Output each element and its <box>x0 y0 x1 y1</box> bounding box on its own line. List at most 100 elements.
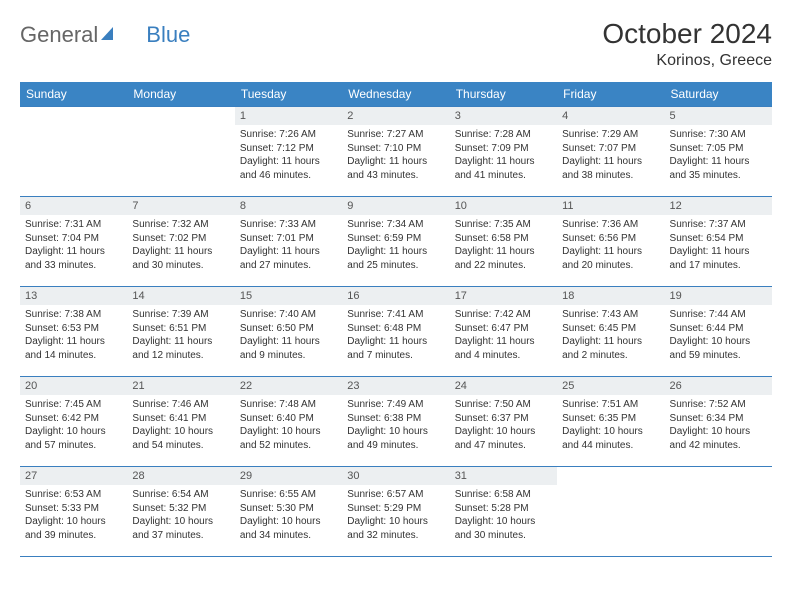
daylight-line: Daylight: 11 hours and 22 minutes. <box>455 245 552 272</box>
sunset-line: Sunset: 6:56 PM <box>562 232 659 246</box>
calendar-cell: 7Sunrise: 7:32 AMSunset: 7:02 PMDaylight… <box>127 197 234 287</box>
weekday-header: Thursday <box>450 82 557 107</box>
calendar-cell: 30Sunrise: 6:57 AMSunset: 5:29 PMDayligh… <box>342 467 449 557</box>
sunrise-line: Sunrise: 7:50 AM <box>455 398 552 412</box>
daylight-line: Daylight: 10 hours and 59 minutes. <box>670 335 767 362</box>
sunrise-line: Sunrise: 7:32 AM <box>132 218 229 232</box>
day-details: Sunrise: 7:42 AMSunset: 6:47 PMDaylight:… <box>450 305 557 367</box>
sunset-line: Sunset: 7:09 PM <box>455 142 552 156</box>
daylight-line: Daylight: 10 hours and 39 minutes. <box>25 515 122 542</box>
calendar-week: 1Sunrise: 7:26 AMSunset: 7:12 PMDaylight… <box>20 107 772 197</box>
sunrise-line: Sunrise: 7:38 AM <box>25 308 122 322</box>
day-details: Sunrise: 7:50 AMSunset: 6:37 PMDaylight:… <box>450 395 557 457</box>
day-number: 11 <box>557 197 664 215</box>
day-number: 2 <box>342 107 449 125</box>
daylight-line: Daylight: 10 hours and 34 minutes. <box>240 515 337 542</box>
calendar-week: 27Sunrise: 6:53 AMSunset: 5:33 PMDayligh… <box>20 467 772 557</box>
daylight-line: Daylight: 11 hours and 41 minutes. <box>455 155 552 182</box>
weekday-header: Saturday <box>665 82 772 107</box>
daylight-line: Daylight: 11 hours and 33 minutes. <box>25 245 122 272</box>
calendar-cell: 21Sunrise: 7:46 AMSunset: 6:41 PMDayligh… <box>127 377 234 467</box>
sunset-line: Sunset: 6:34 PM <box>670 412 767 426</box>
day-number: 10 <box>450 197 557 215</box>
sunrise-line: Sunrise: 7:46 AM <box>132 398 229 412</box>
day-number: 19 <box>665 287 772 305</box>
sunset-line: Sunset: 6:38 PM <box>347 412 444 426</box>
weekday-header: Tuesday <box>235 82 342 107</box>
day-number: 21 <box>127 377 234 395</box>
day-details: Sunrise: 7:38 AMSunset: 6:53 PMDaylight:… <box>20 305 127 367</box>
sunset-line: Sunset: 7:10 PM <box>347 142 444 156</box>
day-number: 27 <box>20 467 127 485</box>
calendar-cell <box>127 107 234 197</box>
day-number: 31 <box>450 467 557 485</box>
sunrise-line: Sunrise: 7:36 AM <box>562 218 659 232</box>
daylight-line: Daylight: 10 hours and 57 minutes. <box>25 425 122 452</box>
sunrise-line: Sunrise: 7:27 AM <box>347 128 444 142</box>
calendar-cell: 2 Sunrise: 7:27 AMSunset: 7:10 PMDaylight… <box>342 107 449 197</box>
day-number: 15 <box>235 287 342 305</box>
daylight-line: Daylight: 11 hours and 2 minutes. <box>562 335 659 362</box>
sail-icon <box>100 26 118 42</box>
day-details: Sunrise: 6:58 AMSunset: 5:28 PMDaylight:… <box>450 485 557 547</box>
daylight-line: Daylight: 11 hours and 38 minutes. <box>562 155 659 182</box>
sunrise-line: Sunrise: 7:40 AM <box>240 308 337 322</box>
month-title: October 2024 <box>602 18 772 50</box>
sunset-line: Sunset: 6:58 PM <box>455 232 552 246</box>
sunset-line: Sunset: 6:50 PM <box>240 322 337 336</box>
day-details: Sunrise: 7:49 AMSunset: 6:38 PMDaylight:… <box>342 395 449 457</box>
sunrise-line: Sunrise: 6:58 AM <box>455 488 552 502</box>
sunrise-line: Sunrise: 7:29 AM <box>562 128 659 142</box>
location: Korinos, Greece <box>602 52 772 70</box>
sunrise-line: Sunrise: 6:57 AM <box>347 488 444 502</box>
weekday-header: Monday <box>127 82 234 107</box>
brand-part2: Blue <box>146 22 190 48</box>
day-number: 22 <box>235 377 342 395</box>
sunset-line: Sunset: 5:32 PM <box>132 502 229 516</box>
calendar-header-row: SundayMondayTuesdayWednesdayThursdayFrid… <box>20 82 772 107</box>
day-number: 13 <box>20 287 127 305</box>
day-details: Sunrise: 7:45 AMSunset: 6:42 PMDaylight:… <box>20 395 127 457</box>
sunrise-line: Sunrise: 7:33 AM <box>240 218 337 232</box>
day-number: 26 <box>665 377 772 395</box>
sunset-line: Sunset: 7:07 PM <box>562 142 659 156</box>
day-details: Sunrise: 7:26 AMSunset: 7:12 PMDaylight:… <box>235 125 342 187</box>
sunset-line: Sunset: 6:59 PM <box>347 232 444 246</box>
sunset-line: Sunset: 7:12 PM <box>240 142 337 156</box>
day-details: Sunrise: 6:57 AMSunset: 5:29 PMDaylight:… <box>342 485 449 547</box>
sunset-line: Sunset: 6:41 PM <box>132 412 229 426</box>
daylight-line: Daylight: 10 hours and 44 minutes. <box>562 425 659 452</box>
day-details: Sunrise: 7:31 AMSunset: 7:04 PMDaylight:… <box>20 215 127 277</box>
sunset-line: Sunset: 6:53 PM <box>25 322 122 336</box>
calendar-cell: 27Sunrise: 6:53 AMSunset: 5:33 PMDayligh… <box>20 467 127 557</box>
calendar-cell: 1Sunrise: 7:26 AMSunset: 7:12 PMDaylight… <box>235 107 342 197</box>
day-number: 12 <box>665 197 772 215</box>
daylight-line: Daylight: 11 hours and 43 minutes. <box>347 155 444 182</box>
day-details: Sunrise: 7:40 AMSunset: 6:50 PMDaylight:… <box>235 305 342 367</box>
day-details: Sunrise: 7:44 AMSunset: 6:44 PMDaylight:… <box>665 305 772 367</box>
sunset-line: Sunset: 6:42 PM <box>25 412 122 426</box>
calendar-week: 20Sunrise: 7:45 AMSunset: 6:42 PMDayligh… <box>20 377 772 467</box>
daylight-line: Daylight: 11 hours and 46 minutes. <box>240 155 337 182</box>
day-details: Sunrise: 7:30 AMSunset: 7:05 PMDaylight:… <box>665 125 772 187</box>
daylight-line: Daylight: 10 hours and 52 minutes. <box>240 425 337 452</box>
calendar-cell: 14Sunrise: 7:39 AMSunset: 6:51 PMDayligh… <box>127 287 234 377</box>
day-details: Sunrise: 7:35 AMSunset: 6:58 PMDaylight:… <box>450 215 557 277</box>
sunset-line: Sunset: 5:33 PM <box>25 502 122 516</box>
sunrise-line: Sunrise: 6:55 AM <box>240 488 337 502</box>
day-details: Sunrise: 7:43 AMSunset: 6:45 PMDaylight:… <box>557 305 664 367</box>
calendar-cell: 25Sunrise: 7:51 AMSunset: 6:35 PMDayligh… <box>557 377 664 467</box>
sunrise-line: Sunrise: 7:34 AM <box>347 218 444 232</box>
header: General Blue October 2024 Korinos, Greec… <box>20 18 772 70</box>
day-details: Sunrise: 7:41 AMSunset: 6:48 PMDaylight:… <box>342 305 449 367</box>
calendar-cell: 11Sunrise: 7:36 AMSunset: 6:56 PMDayligh… <box>557 197 664 287</box>
sunset-line: Sunset: 6:47 PM <box>455 322 552 336</box>
day-details: Sunrise: 7:29 AMSunset: 7:07 PMDaylight:… <box>557 125 664 187</box>
calendar-cell: 10Sunrise: 7:35 AMSunset: 6:58 PMDayligh… <box>450 197 557 287</box>
sunrise-line: Sunrise: 7:35 AM <box>455 218 552 232</box>
day-details: Sunrise: 7:33 AMSunset: 7:01 PMDaylight:… <box>235 215 342 277</box>
day-number: 14 <box>127 287 234 305</box>
sunrise-line: Sunrise: 7:30 AM <box>670 128 767 142</box>
daylight-line: Daylight: 11 hours and 12 minutes. <box>132 335 229 362</box>
daylight-line: Daylight: 11 hours and 35 minutes. <box>670 155 767 182</box>
